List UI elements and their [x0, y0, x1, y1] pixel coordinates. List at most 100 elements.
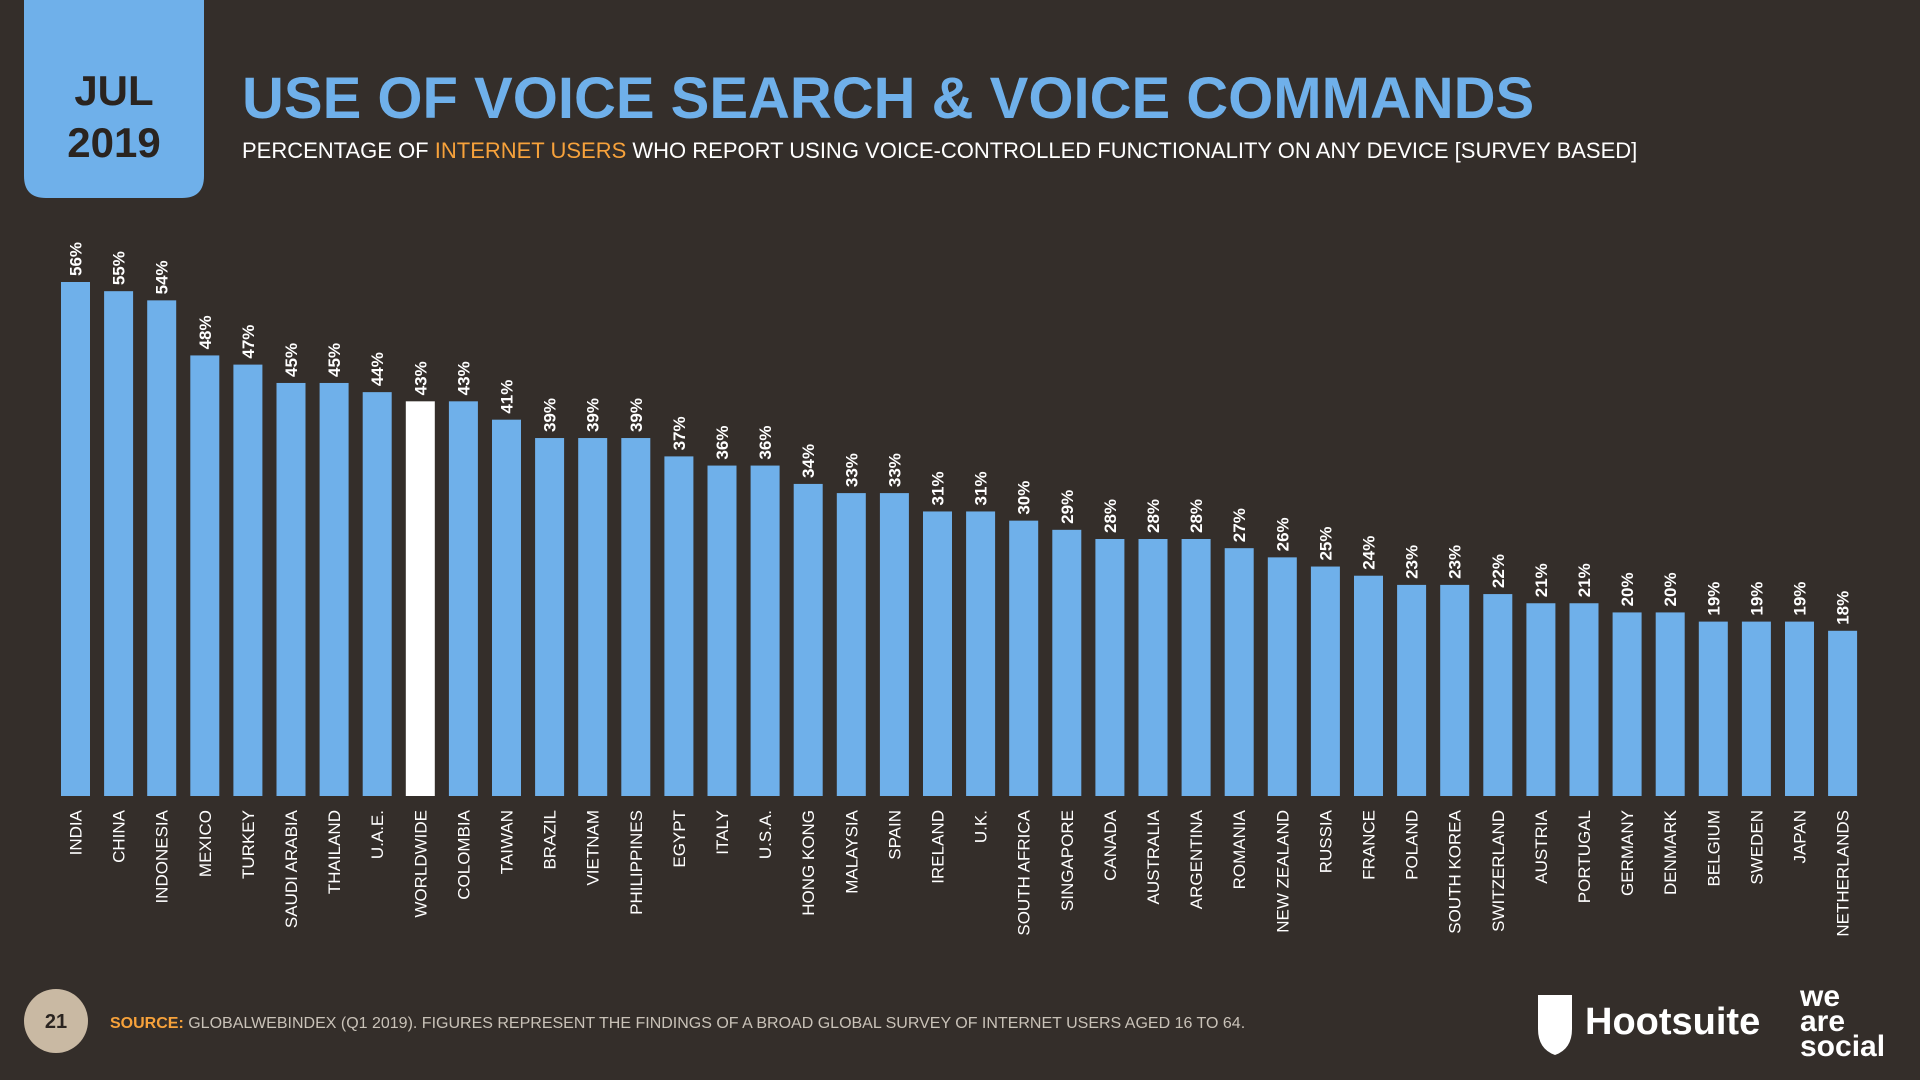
bar: [750, 465, 780, 796]
value-label: 19%: [1704, 582, 1723, 616]
value-label: 21%: [1575, 563, 1594, 597]
value-label: 47%: [239, 325, 258, 359]
category-label: SINGAPORE: [1058, 810, 1077, 911]
category-label: INDIA: [67, 809, 86, 855]
bar: [448, 401, 478, 796]
bar: [1655, 612, 1685, 796]
value-label: 45%: [325, 343, 344, 377]
value-label: 39%: [541, 398, 560, 432]
bar: [61, 282, 90, 796]
category-label: COLOMBIA: [454, 809, 473, 899]
value-label: 28%: [1101, 499, 1120, 533]
category-label: TURKEY: [239, 810, 258, 879]
bar: [621, 438, 651, 796]
value-label: 34%: [799, 444, 818, 478]
bar: [879, 493, 909, 796]
category-label: MALAYSIA: [842, 809, 861, 893]
bar: [104, 291, 134, 796]
bar: [319, 382, 349, 796]
value-label: 19%: [1791, 582, 1810, 616]
value-label: 33%: [885, 453, 904, 487]
bar: [1785, 621, 1814, 796]
bar: [362, 392, 392, 796]
bar: [1828, 630, 1858, 796]
bar: [276, 382, 306, 796]
category-label: WORLDWIDE: [411, 810, 430, 918]
category-label: U.S.A.: [756, 810, 775, 859]
category-label: VIETNAM: [584, 810, 603, 886]
category-label: INDONESIA: [153, 809, 172, 903]
bar: [1009, 520, 1039, 796]
category-label: POLAND: [1403, 810, 1422, 880]
bar: [233, 364, 263, 796]
bar: [1354, 575, 1383, 796]
logo-are: are: [1800, 1005, 1845, 1038]
category-label: PORTUGAL: [1575, 810, 1594, 903]
bar: [535, 438, 565, 796]
date-year: 2019: [67, 119, 160, 166]
source-label: SOURCE:: [110, 1015, 184, 1032]
bar: [190, 355, 220, 796]
bar: [1440, 584, 1470, 796]
logo-social: social: [1800, 1030, 1885, 1063]
category-label: SPAIN: [885, 810, 904, 860]
value-label: 20%: [1661, 572, 1680, 606]
category-label: ROMANIA: [1230, 809, 1249, 889]
category-label: THAILAND: [325, 810, 344, 894]
category-label: SOUTH KOREA: [1446, 809, 1465, 933]
value-label: 39%: [627, 398, 646, 432]
page-badge: [24, 989, 88, 1053]
value-label: 18%: [1834, 591, 1853, 625]
category-label: U.K.: [972, 810, 991, 843]
category-label: FRANCE: [1360, 810, 1379, 880]
bar: [1483, 594, 1513, 796]
value-label: 48%: [196, 315, 215, 349]
category-label: BRAZIL: [541, 810, 560, 870]
bar: [405, 401, 435, 796]
value-label: 43%: [411, 361, 430, 395]
bar: [1224, 548, 1254, 796]
bar: [1741, 621, 1771, 796]
hootsuite-icon: [1538, 995, 1572, 1055]
value-label: 23%: [1446, 545, 1465, 579]
value-label: 31%: [929, 471, 948, 505]
value-label: 54%: [153, 260, 172, 294]
category-label: SWITZERLAND: [1489, 810, 1508, 932]
subtitle: PERCENTAGE OF INTERNET USERS WHO REPORT …: [242, 138, 1637, 163]
category-label: CHINA: [110, 809, 129, 863]
category-label: GERMANY: [1618, 810, 1637, 896]
value-label: 28%: [1144, 499, 1163, 533]
date-month: JUL: [74, 67, 153, 114]
bar: [578, 438, 608, 796]
value-label: 36%: [713, 426, 732, 460]
chart: 56% INDIA 55% CHINA 54% INDONESIA 48% MEXICO 47%…: [61, 242, 1858, 937]
bar: [1310, 566, 1340, 796]
bar: [1052, 529, 1082, 796]
date-box: [24, 0, 204, 198]
value-label: 55%: [110, 251, 129, 285]
logo-hootsuite: Hootsuite: [1585, 1001, 1760, 1043]
value-label: 25%: [1316, 527, 1335, 561]
category-label: AUSTRALIA: [1144, 809, 1163, 904]
bar: [923, 511, 952, 796]
value-label: 39%: [584, 398, 603, 432]
subtitle-start: PERCENTAGE OF: [242, 138, 429, 163]
category-label: NETHERLANDS: [1834, 810, 1853, 937]
category-label: TAIWAN: [498, 810, 517, 874]
bar: [664, 456, 694, 796]
logo-we: we: [1799, 980, 1840, 1013]
bar: [1397, 584, 1427, 796]
value-label: 22%: [1489, 554, 1508, 588]
value-label: 23%: [1403, 545, 1422, 579]
value-label: 20%: [1618, 572, 1637, 606]
category-label: RUSSIA: [1316, 809, 1335, 873]
bar: [793, 483, 823, 796]
page-number: 21: [45, 1011, 67, 1033]
value-label: 44%: [368, 352, 387, 386]
bar: [836, 493, 866, 796]
value-label: 27%: [1230, 508, 1249, 542]
category-label: HONG KONG: [799, 810, 818, 916]
bar: [966, 511, 996, 796]
category-label: JAPAN: [1791, 810, 1810, 864]
